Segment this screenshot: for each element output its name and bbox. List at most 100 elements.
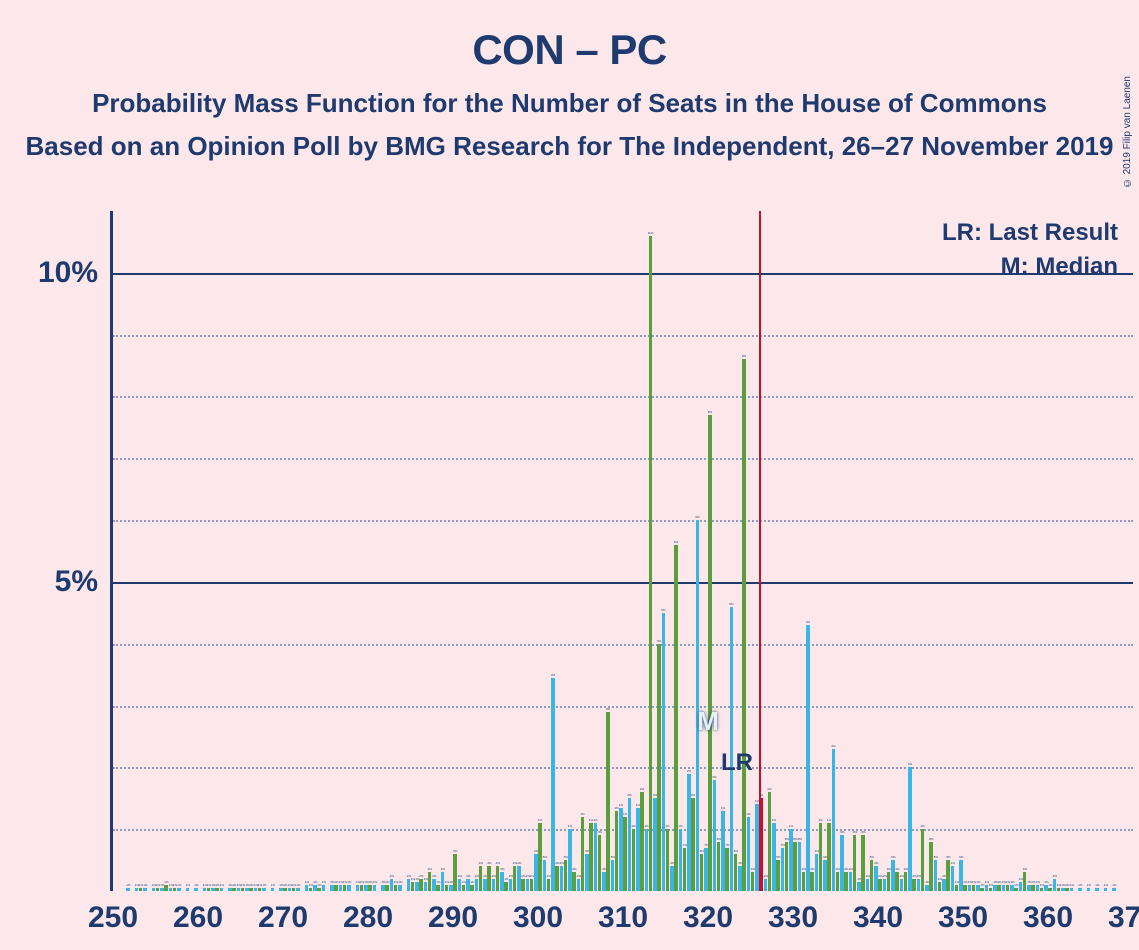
bar: [215, 888, 219, 891]
bar: [734, 854, 738, 891]
bar-value-label: .1%: [397, 880, 402, 884]
x-axis-label: 290: [428, 901, 478, 935]
bar: [861, 835, 865, 891]
x-axis-label: 320: [683, 901, 733, 935]
bar-value-label: .8%: [928, 837, 933, 841]
bar: [1014, 888, 1018, 891]
x-axis-label: 260: [173, 901, 223, 935]
bar-value-label: 2%: [759, 793, 763, 797]
bar: [853, 835, 857, 891]
bar: [674, 545, 678, 891]
bar: [241, 888, 245, 891]
bar-value-label: 6%: [695, 515, 699, 519]
bar-value-label: .1%: [185, 883, 190, 887]
bar-value-label: .1%: [291, 883, 296, 887]
bar-value-label: .1%: [435, 880, 440, 884]
y-axis-label: 5%: [55, 565, 98, 599]
bar: [453, 854, 457, 891]
x-axis-label: 370: [1108, 901, 1139, 935]
bar-value-label: 4%: [806, 620, 810, 624]
bar-value-label: .2%: [877, 874, 882, 878]
bar: [870, 860, 874, 891]
bar-value-label: .1%: [1056, 883, 1061, 887]
bar: [513, 866, 517, 891]
chart-subtitle-2: Based on an Opinion Poll by BMG Research…: [0, 131, 1139, 162]
bar-value-label: .1%: [1005, 880, 1010, 884]
bar-value-label: .1%: [410, 877, 415, 881]
gridline-minor: [113, 520, 1133, 522]
bar: [606, 712, 610, 891]
bar: [946, 860, 950, 891]
bar-value-label: 2%: [831, 744, 835, 748]
bar: [776, 860, 780, 891]
bar-value-label: .1%: [1047, 883, 1052, 887]
bar: [912, 879, 916, 891]
bar: [385, 885, 389, 891]
bar-value-label: .1%: [988, 883, 993, 887]
bar-value-label: .9%: [839, 830, 844, 834]
bar: [819, 823, 823, 891]
bar: [547, 879, 551, 891]
bar-value-label: 1%: [721, 806, 725, 810]
bar: [598, 835, 602, 891]
bar-value-label: .1%: [1013, 883, 1018, 887]
bar-value-label: .1%: [954, 880, 959, 884]
bar-value-label: .8%: [784, 837, 789, 841]
bar: [997, 885, 1001, 891]
bar: [470, 885, 474, 891]
bar-value-label: .1%: [937, 877, 942, 881]
bar-value-label: .1%: [295, 883, 300, 887]
bar-value-label: 1%: [593, 818, 597, 822]
bar-value-label: .1%: [257, 883, 262, 887]
bar: [1087, 888, 1091, 891]
bar-value-label: .1%: [503, 877, 508, 881]
bar: [827, 823, 831, 891]
bar: [632, 829, 636, 891]
bar-value-label: 8%: [708, 410, 712, 414]
bar-value-label: .2%: [529, 874, 534, 878]
bar: [615, 811, 619, 891]
bar: [1031, 885, 1035, 891]
bar-value-label: .6%: [699, 849, 704, 853]
bar: [895, 872, 899, 891]
bar-value-label: .3%: [499, 867, 504, 871]
bar-value-label: .1%: [1111, 883, 1116, 887]
bar-value-label: .1%: [461, 880, 466, 884]
bar-value-label: .3%: [440, 867, 445, 871]
bar: [921, 829, 925, 891]
bar-value-label: .1%: [346, 880, 351, 884]
x-axis-label: 300: [513, 901, 563, 935]
bar-value-label: .5%: [563, 855, 568, 859]
bar: [683, 848, 687, 891]
bar: [521, 879, 525, 891]
bar: [164, 885, 168, 891]
bar-value-label: .3%: [1022, 867, 1027, 871]
bar-value-label: .3%: [571, 867, 576, 871]
gridline-minor: [113, 396, 1133, 398]
bar: [343, 885, 347, 891]
bar: [793, 842, 797, 891]
bar-value-label: .1%: [971, 880, 976, 884]
bar: [555, 866, 559, 891]
bar-value-label: .1%: [1094, 883, 1099, 887]
bar: [691, 798, 695, 891]
bar: [249, 888, 253, 891]
bar: [504, 882, 508, 891]
bar-value-label: .2%: [465, 874, 470, 878]
bar: [177, 888, 181, 891]
bar-value-label: 6%: [674, 540, 678, 544]
bar: [156, 888, 160, 891]
bar: [283, 888, 287, 891]
bar-value-label: .9%: [597, 830, 602, 834]
bar-value-label: 1%: [818, 818, 822, 822]
bar: [980, 888, 984, 891]
bar: [1040, 888, 1044, 891]
bar-value-label: 1%: [619, 803, 623, 807]
bar-value-label: .3%: [886, 867, 891, 871]
bar: [139, 888, 143, 891]
bar: [810, 872, 814, 891]
bar-value-label: .1%: [308, 883, 313, 887]
bar: [1057, 888, 1061, 891]
bar-value-label: 1%: [614, 806, 618, 810]
bar-value-label: .4%: [512, 861, 517, 865]
